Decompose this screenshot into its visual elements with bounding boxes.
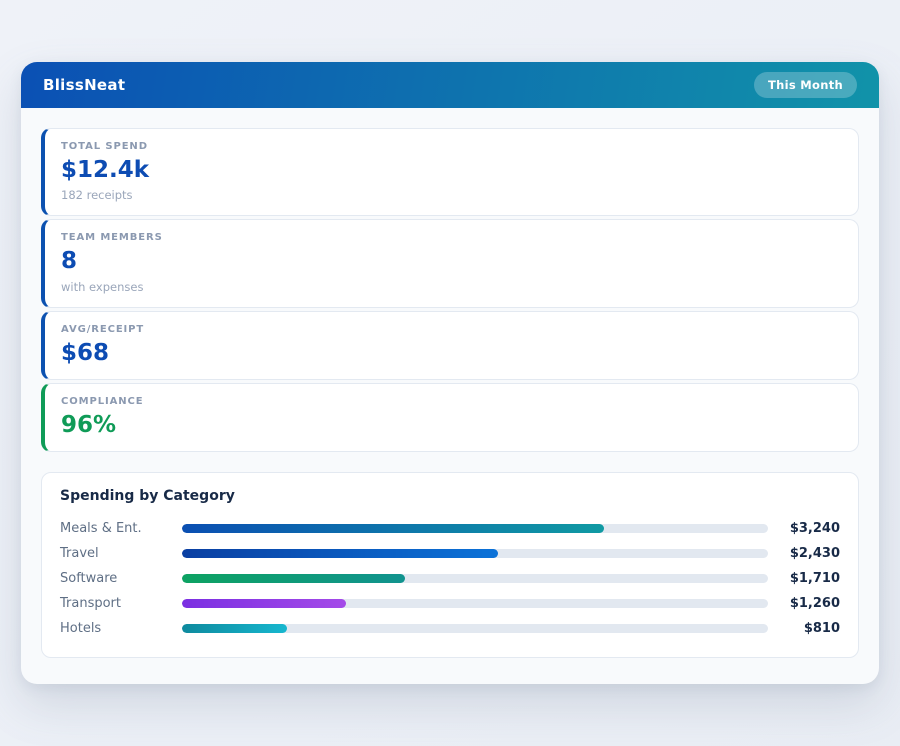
category-bar-fill	[182, 599, 346, 608]
category-row: Travel $2,430	[60, 541, 840, 566]
category-bar-track	[182, 549, 768, 558]
category-value: $1,260	[778, 596, 840, 611]
period-badge[interactable]: This Month	[754, 72, 857, 98]
category-chart-title: Spending by Category	[60, 488, 840, 504]
category-bar-fill	[182, 549, 498, 558]
stat-sub: 182 receipts	[61, 188, 842, 202]
category-rows: Meals & Ent. $3,240 Travel $2,430 Softwa…	[60, 516, 840, 641]
category-bar-track	[182, 624, 768, 633]
stat-value: $68	[61, 341, 842, 366]
category-row: Software $1,710	[60, 566, 840, 591]
stat-label: TEAM MEMBERS	[61, 232, 842, 243]
category-row: Transport $1,260	[60, 591, 840, 616]
stat-card: TEAM MEMBERS 8 with expenses	[41, 219, 859, 307]
stat-card: COMPLIANCE 96%	[41, 383, 859, 452]
stat-card: TOTAL SPEND $12.4k 182 receipts	[41, 128, 859, 216]
category-bar-fill	[182, 574, 405, 583]
category-bar-track	[182, 599, 768, 608]
category-bar-track	[182, 524, 768, 533]
category-row: Meals & Ent. $3,240	[60, 516, 840, 541]
dashboard-panel: BlissNeat This Month TOTAL SPEND $12.4k …	[21, 62, 879, 684]
panel-body: TOTAL SPEND $12.4k 182 receipts TEAM MEM…	[21, 108, 879, 678]
spending-by-category-card: Spending by Category Meals & Ent. $3,240…	[41, 472, 859, 658]
stat-value: 8	[61, 249, 842, 274]
category-value: $810	[778, 621, 840, 636]
stat-label: COMPLIANCE	[61, 396, 842, 407]
stat-label: TOTAL SPEND	[61, 141, 842, 152]
category-value: $2,430	[778, 546, 840, 561]
category-value: $1,710	[778, 571, 840, 586]
stat-sub: with expenses	[61, 280, 842, 294]
category-label: Meals & Ent.	[60, 521, 182, 536]
stat-label: AVG/RECEIPT	[61, 324, 842, 335]
app-header: BlissNeat This Month	[21, 62, 879, 108]
stat-value: 96%	[61, 413, 842, 438]
app-title: BlissNeat	[43, 76, 125, 94]
category-row: Hotels $810	[60, 616, 840, 641]
category-label: Software	[60, 571, 182, 586]
category-value: $3,240	[778, 521, 840, 536]
stat-card: AVG/RECEIPT $68	[41, 311, 859, 380]
category-label: Travel	[60, 546, 182, 561]
category-bar-track	[182, 574, 768, 583]
category-label: Hotels	[60, 621, 182, 636]
category-label: Transport	[60, 596, 182, 611]
category-bar-fill	[182, 624, 287, 633]
stat-value: $12.4k	[61, 158, 842, 183]
category-bar-fill	[182, 524, 604, 533]
